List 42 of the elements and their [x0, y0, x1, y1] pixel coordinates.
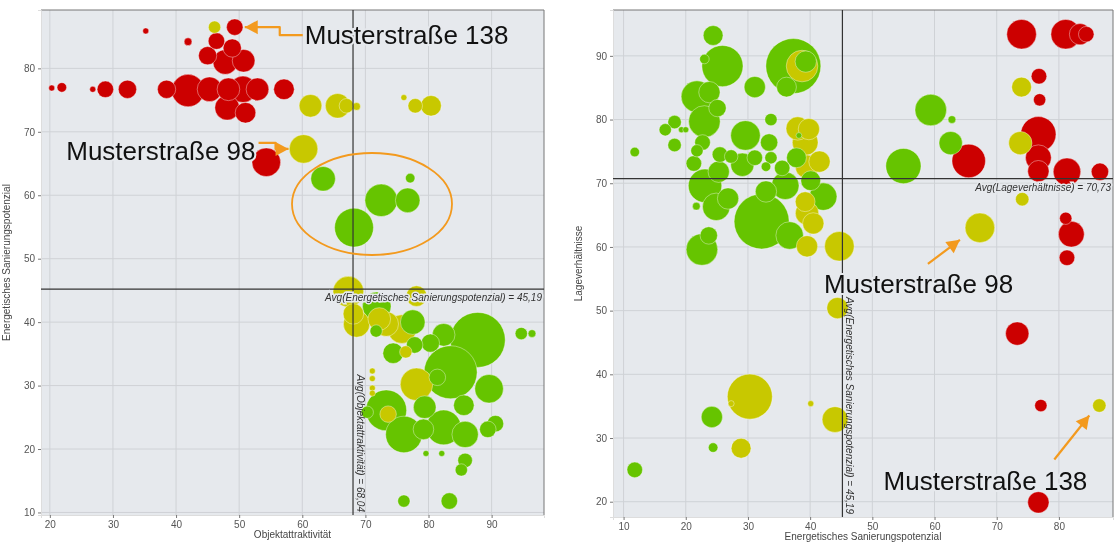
- x-tick-label: 20: [44, 519, 57, 531]
- y-tick-label: 30: [23, 380, 36, 392]
- x-tick-label: 30: [107, 519, 120, 531]
- annotation: Musterstraße 138: [883, 465, 1088, 496]
- x-tick-label: 20: [680, 521, 693, 533]
- x-tick-label: 80: [423, 519, 435, 531]
- x-tick-label: 40: [805, 521, 817, 533]
- ref-line-label: Avg(Lageverhältnisse) = 70,73: [974, 181, 1112, 193]
- x-tick-label: 80: [1053, 521, 1066, 533]
- y-tick-label: 70: [23, 126, 36, 138]
- y-tick-label: 40: [595, 369, 608, 381]
- x-axis-title: Objektattraktivität: [253, 529, 332, 540]
- x-tick-label: 60: [297, 519, 309, 531]
- y-axis-title: Energetisches Sanierungspotenzial: [1, 184, 12, 341]
- y-tick-label: 40: [23, 316, 36, 328]
- y-tick-label: 20: [23, 443, 36, 455]
- y-tick-label: 20: [595, 496, 608, 508]
- y-tick-label: 70: [595, 177, 608, 189]
- ref-line-label: Avg(Energetisches Sanierungspotenzial) = 45,19: [844, 296, 856, 515]
- y-tick-label: 50: [595, 305, 608, 317]
- x-tick-label: 60: [929, 521, 942, 533]
- y-tick-label: 60: [595, 241, 608, 253]
- y-tick-label: 30: [595, 432, 608, 444]
- annotation: Musterstraße 138: [304, 20, 509, 51]
- x-axis-title: Energetisches Sanierungspotenzial: [784, 531, 942, 542]
- ref-line-label: Avg(Objektattraktivität) = 68,04: [355, 373, 367, 513]
- y-tick-label: 80: [595, 114, 608, 126]
- x-tick-label: 50: [867, 521, 879, 533]
- y-tick-label: 80: [23, 63, 36, 75]
- y-tick-label: 50: [23, 253, 36, 265]
- annotation: Musterstraße 98: [66, 136, 256, 167]
- x-tick-label: 30: [742, 521, 755, 533]
- x-tick-label: 90: [486, 519, 499, 531]
- y-tick-label: 90: [595, 50, 608, 62]
- x-tick-label: 70: [360, 519, 372, 531]
- y-axis-title: Lageverhältnisse: [573, 225, 584, 302]
- x-tick-label: 70: [991, 521, 1004, 533]
- y-tick-label: 10: [23, 507, 36, 519]
- x-tick-label: 50: [234, 519, 246, 531]
- x-tick-label: 40: [171, 519, 183, 531]
- x-tick-label: 10: [618, 521, 631, 533]
- y-tick-label: 60: [23, 189, 36, 201]
